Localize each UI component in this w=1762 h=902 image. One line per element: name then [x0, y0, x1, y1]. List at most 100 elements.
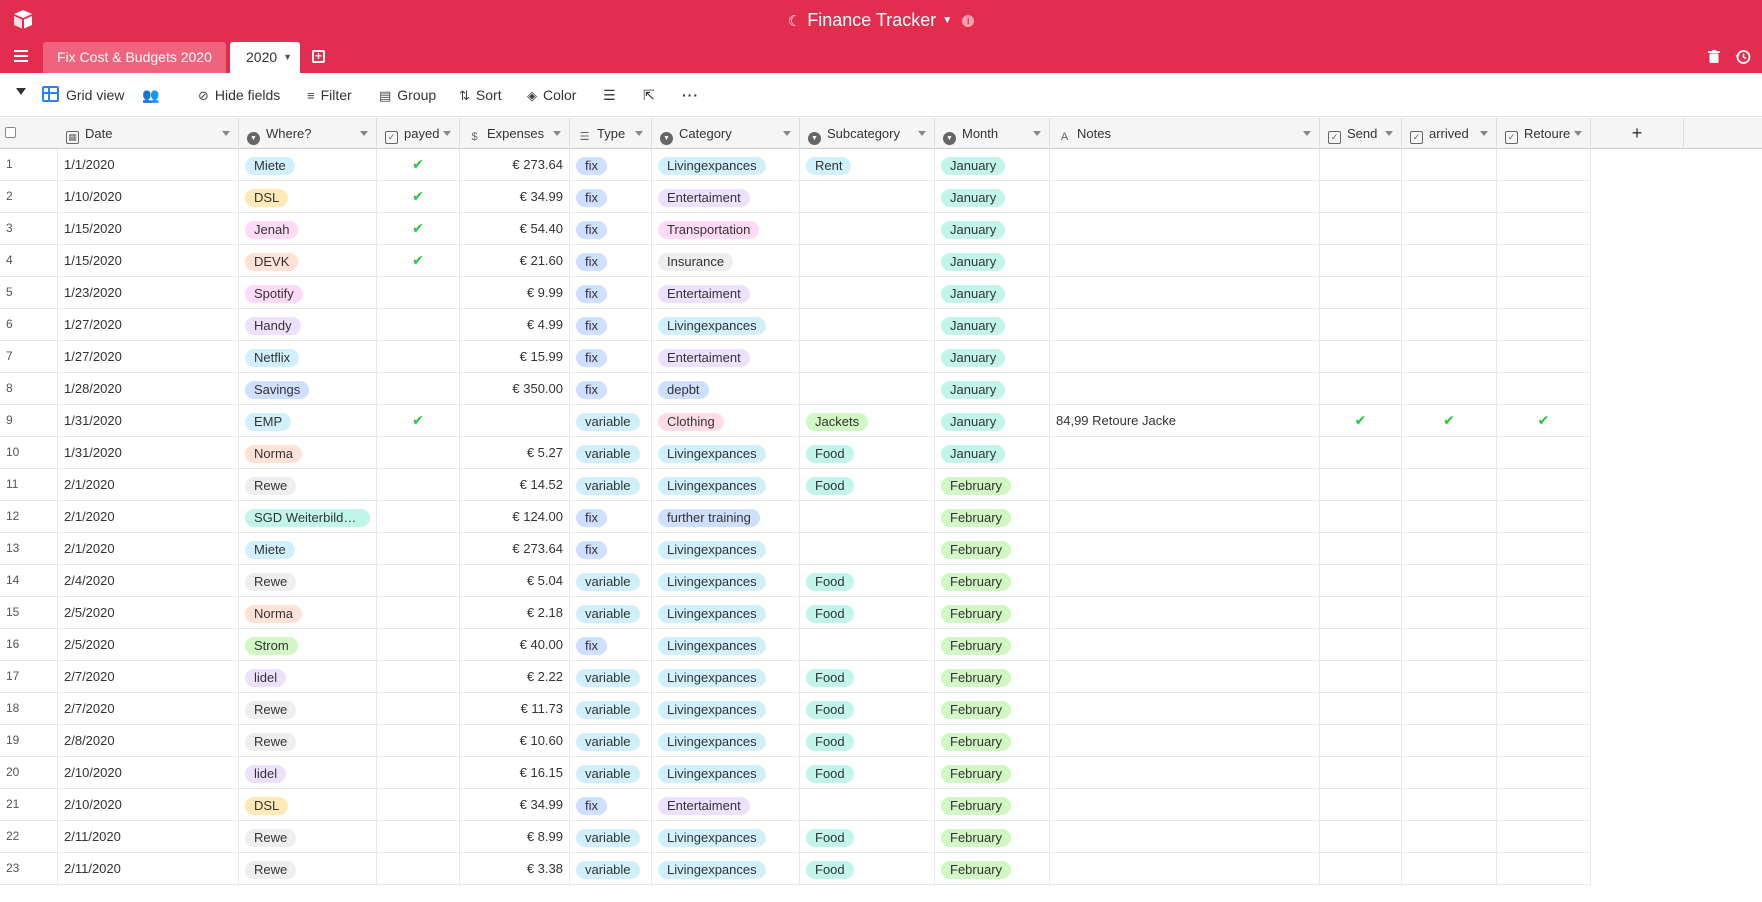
- cell-send[interactable]: [1320, 469, 1402, 501]
- color-button[interactable]: ◈ Color: [527, 86, 576, 104]
- table-row[interactable]: 10 1/31/2020 Norma € 5.27 variable Livingexpa…: [0, 437, 1591, 469]
- cell-expenses[interactable]: € 124.00: [460, 501, 570, 533]
- cell-date[interactable]: 2/4/2020: [58, 565, 239, 597]
- cell-subcategory[interactable]: [800, 373, 935, 405]
- cell-arrived[interactable]: ✔: [1402, 405, 1497, 437]
- cell-type[interactable]: variable: [570, 437, 652, 469]
- select-all-checkbox[interactable]: [5, 127, 16, 138]
- cell-month[interactable]: February: [935, 789, 1050, 821]
- cell-where[interactable]: Rewe: [239, 565, 377, 597]
- cell-subcategory[interactable]: [800, 533, 935, 565]
- chevron-down-icon[interactable]: [1574, 131, 1582, 136]
- cell-date[interactable]: 2/1/2020: [58, 469, 239, 501]
- table-row[interactable]: 7 1/27/2020 Netflix € 15.99 fix Entertaiment J…: [0, 341, 1591, 373]
- cell-notes[interactable]: [1050, 821, 1320, 853]
- column-header-payed[interactable]: ✓ payed: [377, 118, 460, 149]
- cell-notes[interactable]: [1050, 501, 1320, 533]
- column-header-date[interactable]: ▦ Date: [58, 118, 239, 149]
- cell-type[interactable]: fix: [570, 277, 652, 309]
- cell-subcategory[interactable]: Jackets: [800, 405, 935, 437]
- view-switcher[interactable]: Grid view: [66, 86, 124, 104]
- cell-month[interactable]: February: [935, 597, 1050, 629]
- table-row[interactable]: 2 1/10/2020 DSL ✔ € 34.99 fix Entertaiment Janu…: [0, 181, 1591, 213]
- cell-notes[interactable]: [1050, 661, 1320, 693]
- cell-arrived[interactable]: [1402, 597, 1497, 629]
- cell-category[interactable]: Livingexpances: [652, 693, 800, 725]
- cell-notes[interactable]: [1050, 725, 1320, 757]
- column-header-notes[interactable]: A Notes: [1050, 118, 1320, 149]
- table-row[interactable]: 11 2/1/2020 Rewe € 14.52 variable Livingexpan…: [0, 469, 1591, 501]
- cell-month[interactable]: February: [935, 693, 1050, 725]
- cell-retoure[interactable]: [1497, 437, 1591, 469]
- cell-date[interactable]: 2/5/2020: [58, 597, 239, 629]
- cell-arrived[interactable]: [1402, 469, 1497, 501]
- table-row[interactable]: 16 2/5/2020 Strom € 40.00 fix Livingexpances F…: [0, 629, 1591, 661]
- cell-date[interactable]: 1/10/2020: [58, 181, 239, 213]
- cell-arrived[interactable]: [1402, 693, 1497, 725]
- cell-notes[interactable]: [1050, 757, 1320, 789]
- cell-send[interactable]: [1320, 277, 1402, 309]
- cell-payed[interactable]: ✔: [377, 149, 460, 181]
- cell-date[interactable]: 1/27/2020: [58, 341, 239, 373]
- cell-category[interactable]: depbt: [652, 373, 800, 405]
- cell-arrived[interactable]: [1402, 437, 1497, 469]
- cell-where[interactable]: Miete: [239, 149, 377, 181]
- column-header-month[interactable]: ▼ Month: [935, 118, 1050, 149]
- cell-retoure[interactable]: [1497, 661, 1591, 693]
- cell-send[interactable]: [1320, 597, 1402, 629]
- cell-month[interactable]: January: [935, 245, 1050, 277]
- cell-send[interactable]: [1320, 181, 1402, 213]
- cell-arrived[interactable]: [1402, 533, 1497, 565]
- cell-notes[interactable]: [1050, 437, 1320, 469]
- cell-date[interactable]: 2/11/2020: [58, 853, 239, 885]
- cell-type[interactable]: fix: [570, 149, 652, 181]
- cell-type[interactable]: variable: [570, 565, 652, 597]
- row-height-icon[interactable]: ☰: [603, 87, 616, 103]
- cell-type[interactable]: fix: [570, 309, 652, 341]
- cell-payed[interactable]: [377, 789, 460, 821]
- cell-type[interactable]: fix: [570, 341, 652, 373]
- cell-payed[interactable]: [377, 501, 460, 533]
- cell-send[interactable]: [1320, 821, 1402, 853]
- cell-notes[interactable]: [1050, 853, 1320, 885]
- cell-retoure[interactable]: [1497, 213, 1591, 245]
- cell-payed[interactable]: ✔: [377, 213, 460, 245]
- cell-retoure[interactable]: [1497, 565, 1591, 597]
- cell-payed[interactable]: [377, 629, 460, 661]
- cell-date[interactable]: 2/10/2020: [58, 789, 239, 821]
- cell-expenses[interactable]: € 21.60: [460, 245, 570, 277]
- share-view-icon[interactable]: ⇱: [643, 87, 655, 103]
- cell-notes[interactable]: [1050, 341, 1320, 373]
- table-row[interactable]: 15 2/5/2020 Norma € 2.18 variable Livingexpan…: [0, 597, 1591, 629]
- cell-month[interactable]: February: [935, 533, 1050, 565]
- cell-arrived[interactable]: [1402, 629, 1497, 661]
- cell-category[interactable]: Insurance: [652, 245, 800, 277]
- cell-notes[interactable]: [1050, 693, 1320, 725]
- cell-date[interactable]: 1/15/2020: [58, 245, 239, 277]
- table-row[interactable]: 3 1/15/2020 Jenah ✔ € 54.40 fix Transportation…: [0, 213, 1591, 245]
- cell-retoure[interactable]: [1497, 757, 1591, 789]
- cell-where[interactable]: Rewe: [239, 469, 377, 501]
- cell-type[interactable]: fix: [570, 373, 652, 405]
- cell-expenses[interactable]: € 4.99: [460, 309, 570, 341]
- cell-payed[interactable]: [377, 661, 460, 693]
- column-header-where[interactable]: ▼ Where?: [239, 118, 377, 149]
- cell-retoure[interactable]: ✔: [1497, 405, 1591, 437]
- cell-subcategory[interactable]: Food: [800, 725, 935, 757]
- cell-month[interactable]: February: [935, 629, 1050, 661]
- table-row[interactable]: 9 1/31/2020 EMP ✔ variable Clothing Jackets Jan…: [0, 405, 1591, 437]
- home-logo-icon[interactable]: [12, 8, 34, 30]
- chevron-down-icon[interactable]: [635, 131, 643, 136]
- cell-category[interactable]: Livingexpances: [652, 661, 800, 693]
- cell-expenses[interactable]: € 34.99: [460, 181, 570, 213]
- cell-send[interactable]: [1320, 437, 1402, 469]
- cell-type[interactable]: fix: [570, 181, 652, 213]
- cell-where[interactable]: Savings: [239, 373, 377, 405]
- toggle-sidebar-icon[interactable]: [16, 88, 26, 95]
- table-row[interactable]: 4 1/15/2020 DEVK ✔ € 21.60 fix Insurance Januar…: [0, 245, 1591, 277]
- chevron-down-icon[interactable]: [783, 131, 791, 136]
- cell-payed[interactable]: [377, 725, 460, 757]
- cell-payed[interactable]: ✔: [377, 245, 460, 277]
- cell-retoure[interactable]: [1497, 789, 1591, 821]
- cell-month[interactable]: January: [935, 181, 1050, 213]
